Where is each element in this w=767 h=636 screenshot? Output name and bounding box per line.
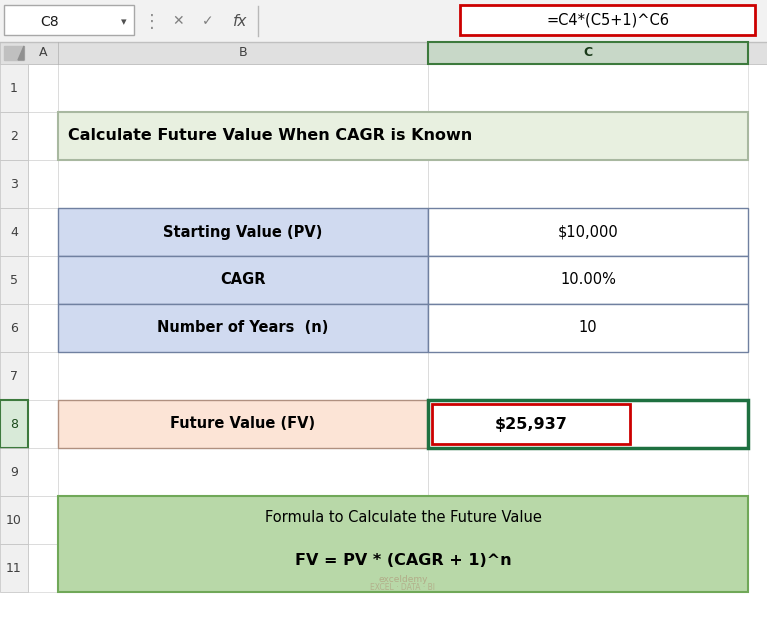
Text: 10: 10 (578, 321, 597, 336)
Bar (0, 160, 28, 208)
Bar (428, 208, 748, 256)
Bar (432, 404, 630, 444)
Text: Formula to Calculate the Future Value: Formula to Calculate the Future Value (265, 510, 542, 525)
Bar (0, 0, 767, 42)
Text: 4: 4 (10, 226, 18, 238)
Bar (428, 256, 748, 304)
Text: 9: 9 (10, 466, 18, 478)
Bar (0, 42, 767, 64)
Bar (428, 352, 748, 400)
Bar (428, 400, 748, 448)
Text: A: A (39, 46, 48, 60)
Bar (58, 400, 428, 448)
Bar (28, 400, 58, 448)
Text: ⋮: ⋮ (143, 13, 161, 31)
Text: Calculate Future Value When CAGR is Known: Calculate Future Value When CAGR is Know… (68, 128, 472, 144)
Bar (58, 496, 428, 544)
Polygon shape (4, 46, 24, 60)
Bar (428, 496, 748, 544)
Text: B: B (239, 46, 247, 60)
Bar (0, 64, 28, 112)
Text: exceldemy: exceldemy (378, 575, 428, 584)
Text: $10,000: $10,000 (558, 225, 618, 240)
Bar (58, 160, 428, 208)
Bar (0, 208, 28, 256)
Text: =C4*(C5+1)^C6: =C4*(C5+1)^C6 (546, 13, 669, 27)
Bar (28, 448, 58, 496)
Bar (58, 208, 428, 256)
Bar (58, 208, 428, 256)
Text: 2: 2 (10, 130, 18, 142)
Bar (58, 304, 428, 352)
Bar (58, 544, 428, 592)
Text: FV = PV * (CAGR + 1)^n: FV = PV * (CAGR + 1)^n (295, 553, 512, 569)
Bar (428, 208, 748, 256)
Text: ▾: ▾ (121, 17, 127, 27)
Text: 11: 11 (6, 562, 22, 574)
Bar (28, 160, 58, 208)
Text: 7: 7 (10, 370, 18, 382)
Bar (0, 352, 28, 400)
Text: 6: 6 (10, 322, 18, 335)
Bar (58, 304, 428, 352)
Bar (28, 496, 58, 544)
Bar (58, 112, 748, 160)
Text: Future Value (FV): Future Value (FV) (170, 417, 315, 431)
Bar (28, 304, 58, 352)
Bar (0, 304, 28, 352)
Text: 10: 10 (6, 513, 22, 527)
Bar (58, 448, 428, 496)
Text: fx: fx (233, 15, 247, 29)
Text: Starting Value (PV): Starting Value (PV) (163, 225, 323, 240)
Text: C8: C8 (41, 15, 59, 29)
Bar (0, 256, 28, 304)
Text: 5: 5 (10, 273, 18, 286)
Bar (0, 400, 28, 448)
Bar (28, 352, 58, 400)
Text: 8: 8 (10, 417, 18, 431)
Bar (460, 5, 755, 35)
Bar (4, 5, 134, 35)
Text: EXCEL · DATA · BI: EXCEL · DATA · BI (370, 583, 436, 592)
Bar (58, 256, 428, 304)
Bar (428, 256, 748, 304)
Text: 1: 1 (10, 81, 18, 95)
Text: 10.00%: 10.00% (560, 272, 616, 287)
Bar (428, 112, 748, 160)
Text: 3: 3 (10, 177, 18, 191)
Bar (28, 112, 58, 160)
Bar (28, 208, 58, 256)
Bar (428, 400, 748, 448)
Bar (428, 304, 748, 352)
Polygon shape (18, 46, 24, 60)
Bar (58, 496, 748, 592)
Text: C: C (584, 46, 593, 60)
Bar (58, 112, 428, 160)
Bar (58, 352, 428, 400)
Bar (428, 160, 748, 208)
Text: ✕: ✕ (172, 14, 184, 28)
Text: ✓: ✓ (202, 14, 214, 28)
Bar (0, 112, 28, 160)
Bar (0, 448, 28, 496)
Bar (428, 42, 748, 64)
Bar (428, 64, 748, 112)
Text: $25,937: $25,937 (495, 417, 568, 431)
Bar (28, 544, 58, 592)
Bar (58, 256, 428, 304)
Bar (428, 448, 748, 496)
Bar (58, 64, 428, 112)
Text: CAGR: CAGR (220, 272, 265, 287)
Bar (28, 64, 58, 112)
Bar (28, 256, 58, 304)
Bar (58, 400, 428, 448)
Bar (428, 304, 748, 352)
Bar (0, 544, 28, 592)
Bar (0, 496, 28, 544)
Text: Number of Years  (n): Number of Years (n) (157, 321, 329, 336)
Bar (428, 544, 748, 592)
